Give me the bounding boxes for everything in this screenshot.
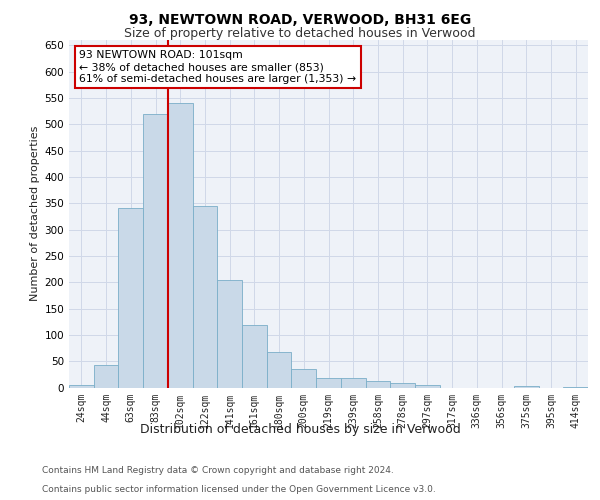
Text: Contains public sector information licensed under the Open Government Licence v3: Contains public sector information licen… (42, 485, 436, 494)
Bar (415, 386, 440, 388)
Bar (267, 352, 292, 388)
Text: Distribution of detached houses by size in Verwood: Distribution of detached houses by size … (140, 422, 460, 436)
Text: Size of property relative to detached houses in Verwood: Size of property relative to detached ho… (124, 28, 476, 40)
Bar (193, 206, 217, 388)
Bar (242, 326, 267, 388)
Bar (69, 385, 94, 388)
Bar (143, 114, 168, 388)
Y-axis label: Number of detached properties: Number of detached properties (30, 126, 40, 302)
Bar (365, 381, 390, 388)
Text: 93, NEWTOWN ROAD, VERWOOD, BH31 6EG: 93, NEWTOWN ROAD, VERWOOD, BH31 6EG (129, 12, 471, 26)
Bar (563, 387, 588, 388)
Bar (292, 369, 316, 388)
Bar (341, 378, 365, 388)
Text: Contains HM Land Registry data © Crown copyright and database right 2024.: Contains HM Land Registry data © Crown c… (42, 466, 394, 475)
Bar (118, 208, 143, 388)
Bar (217, 280, 242, 388)
Bar (316, 378, 341, 388)
Bar (514, 386, 539, 388)
Bar (390, 383, 415, 388)
Bar (168, 103, 193, 388)
Text: 93 NEWTOWN ROAD: 101sqm
← 38% of detached houses are smaller (853)
61% of semi-d: 93 NEWTOWN ROAD: 101sqm ← 38% of detache… (79, 50, 356, 84)
Bar (94, 366, 118, 388)
